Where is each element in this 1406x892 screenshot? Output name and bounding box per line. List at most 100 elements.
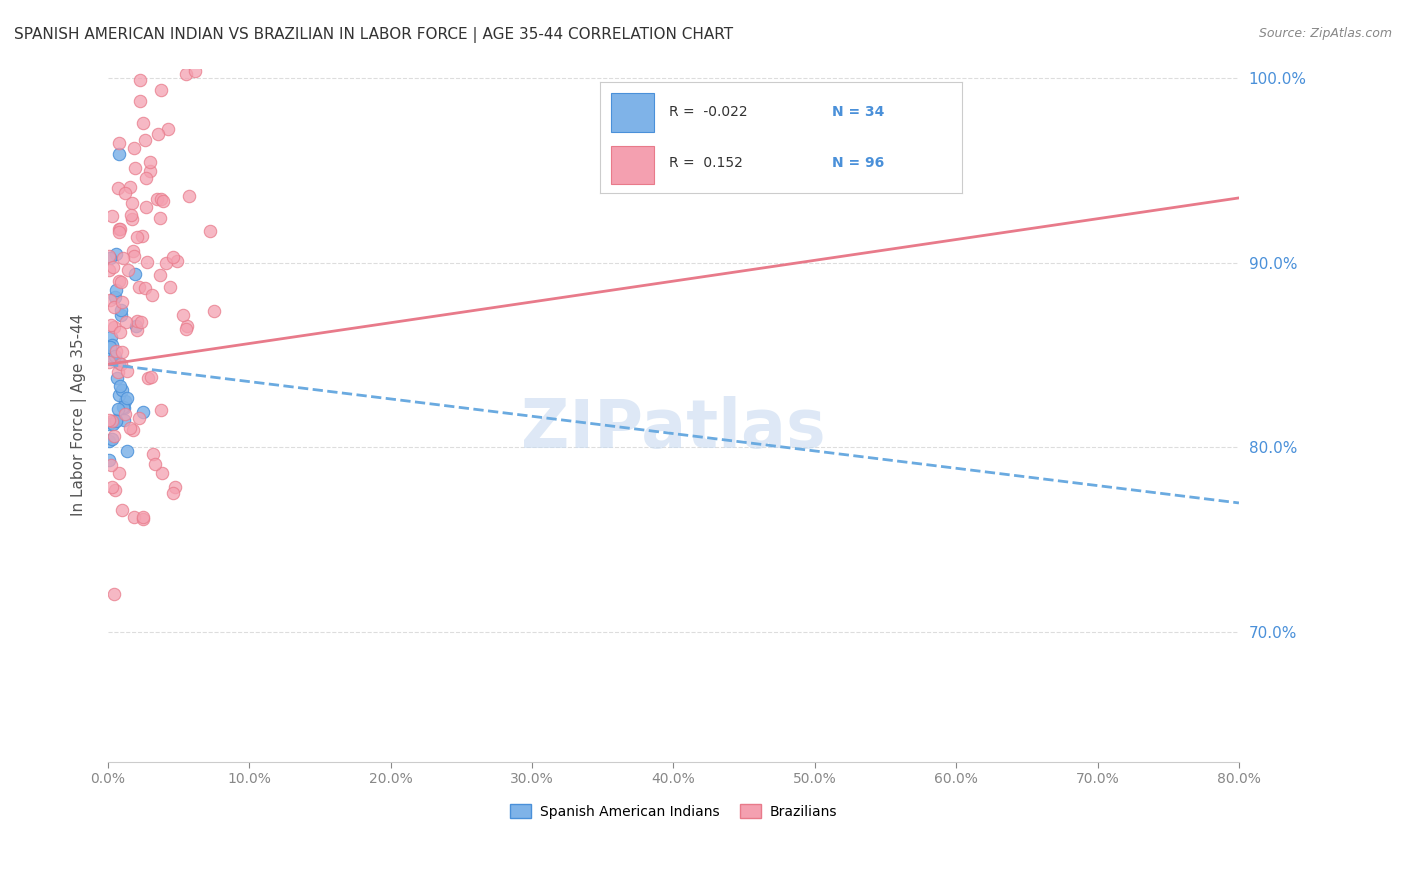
Spanish American Indians xyxy=(108,356,131,370)
Brazilians xyxy=(114,315,136,329)
Spanish American Indians xyxy=(100,349,122,363)
Brazilians xyxy=(110,222,132,236)
Brazilians xyxy=(103,319,125,334)
Brazilians xyxy=(111,251,134,265)
Brazilians xyxy=(114,407,136,421)
Brazilians xyxy=(166,254,188,268)
Brazilians xyxy=(108,274,131,288)
Brazilians xyxy=(135,200,157,214)
Spanish American Indians xyxy=(111,383,134,397)
Brazilians xyxy=(110,357,132,371)
Spanish American Indians xyxy=(125,319,148,334)
Brazilians xyxy=(98,413,121,427)
Brazilians xyxy=(111,502,134,516)
Brazilians xyxy=(101,209,124,223)
Brazilians xyxy=(150,192,173,206)
Spanish American Indians xyxy=(115,444,138,458)
Brazilians xyxy=(139,154,162,169)
Spanish American Indians xyxy=(132,405,155,419)
Brazilians xyxy=(122,244,145,258)
Brazilians xyxy=(176,322,198,336)
Spanish American Indians xyxy=(98,417,121,432)
Spanish American Indians xyxy=(100,330,122,344)
Spanish American Indians xyxy=(110,303,132,318)
Brazilians xyxy=(104,344,127,359)
Brazilians xyxy=(121,195,143,210)
Brazilians xyxy=(128,280,150,294)
Brazilians xyxy=(108,226,131,240)
Brazilians xyxy=(146,193,169,207)
Spanish American Indians xyxy=(114,394,136,409)
Text: Source: ZipAtlas.com: Source: ZipAtlas.com xyxy=(1258,27,1392,40)
Spanish American Indians xyxy=(108,147,131,161)
Spanish American Indians xyxy=(105,414,128,428)
Spanish American Indians xyxy=(111,401,134,415)
Spanish American Indians xyxy=(115,392,138,406)
Brazilians xyxy=(134,281,156,295)
Brazilians xyxy=(107,136,129,150)
Brazilians xyxy=(114,186,136,200)
Brazilians xyxy=(132,512,155,526)
Brazilians xyxy=(121,423,143,437)
Spanish American Indians xyxy=(98,340,121,354)
Spanish American Indians xyxy=(98,251,121,265)
Brazilians xyxy=(135,171,157,186)
Brazilians xyxy=(129,315,152,329)
Brazilians xyxy=(100,458,122,472)
Brazilians xyxy=(146,128,169,142)
Brazilians xyxy=(124,161,146,176)
Spanish American Indians xyxy=(103,417,125,432)
Brazilians xyxy=(125,314,148,328)
Brazilians xyxy=(128,94,150,108)
Brazilians xyxy=(136,371,159,385)
Y-axis label: In Labor Force | Age 35-44: In Labor Force | Age 35-44 xyxy=(72,314,87,516)
Brazilians xyxy=(103,587,125,601)
Brazilians xyxy=(127,322,149,336)
Brazilians xyxy=(129,72,152,87)
Text: SPANISH AMERICAN INDIAN VS BRAZILIAN IN LABOR FORCE | AGE 35-44 CORRELATION CHAR: SPANISH AMERICAN INDIAN VS BRAZILIAN IN … xyxy=(14,27,733,43)
Spanish American Indians xyxy=(112,401,135,415)
Brazilians xyxy=(149,211,172,226)
Brazilians xyxy=(131,228,153,243)
Brazilians xyxy=(100,318,122,333)
Spanish American Indians xyxy=(105,413,128,427)
Brazilians xyxy=(107,181,129,195)
Brazilians xyxy=(98,263,121,277)
Brazilians xyxy=(162,251,184,265)
Brazilians xyxy=(165,480,187,494)
Brazilians xyxy=(111,294,134,309)
Brazilians xyxy=(142,447,165,461)
Text: ZIPatlas: ZIPatlas xyxy=(522,396,825,462)
Spanish American Indians xyxy=(124,267,146,281)
Brazilians xyxy=(111,344,134,359)
Brazilians xyxy=(103,300,125,314)
Brazilians xyxy=(117,263,139,277)
Brazilians xyxy=(122,249,145,263)
Brazilians xyxy=(107,366,129,380)
Brazilians xyxy=(150,466,173,480)
Brazilians xyxy=(104,483,127,497)
Brazilians xyxy=(120,208,142,222)
Brazilians xyxy=(152,194,174,208)
Brazilians xyxy=(118,421,141,435)
Brazilians xyxy=(118,179,141,194)
Brazilians xyxy=(176,319,198,334)
Brazilians xyxy=(139,370,162,384)
Brazilians xyxy=(101,260,124,275)
Brazilians xyxy=(128,410,150,425)
Brazilians xyxy=(98,355,121,369)
Spanish American Indians xyxy=(107,388,129,402)
Brazilians xyxy=(162,485,184,500)
Spanish American Indians xyxy=(101,338,124,352)
Spanish American Indians xyxy=(112,413,135,427)
Spanish American Indians xyxy=(104,290,127,304)
Brazilians xyxy=(200,224,222,238)
Brazilians xyxy=(122,141,145,155)
Brazilians xyxy=(184,64,207,78)
Brazilians xyxy=(159,280,181,294)
Brazilians xyxy=(155,256,177,270)
Brazilians xyxy=(108,466,131,480)
Brazilians xyxy=(141,288,163,302)
Spanish American Indians xyxy=(98,434,121,449)
Brazilians xyxy=(98,293,121,308)
